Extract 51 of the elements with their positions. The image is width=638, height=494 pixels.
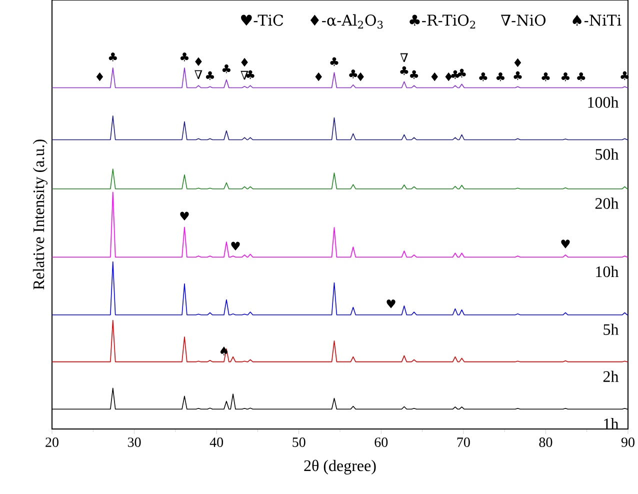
annotation: ♦ <box>241 58 248 67</box>
x-tick-label: 80 <box>539 438 552 447</box>
annotation: ♣ <box>400 66 408 75</box>
text: ∇-NiO <box>500 14 546 26</box>
annotation: ♣ <box>330 57 338 66</box>
text: ♣-R-TiO$_{2}$ <box>410 14 476 28</box>
x-tick-label: 90 <box>621 438 634 447</box>
annotation: ♦ <box>315 72 322 82</box>
x-tick-label: 60 <box>374 438 388 447</box>
annotation: ♦ <box>195 57 202 66</box>
annotation: ♣ <box>180 52 189 62</box>
annotation: ♥ <box>180 212 189 221</box>
annotation: ♣ <box>451 70 460 79</box>
annotation: ♣ <box>222 64 230 74</box>
annotation: ♦ <box>431 72 438 82</box>
annotation: ♣ <box>479 72 488 82</box>
annotation: ♣ <box>108 52 117 62</box>
annotation: ♦ <box>96 72 104 82</box>
annotation: ♣ <box>561 72 570 82</box>
y-axis-title: Relative Intensity (a.u.) <box>32 140 48 290</box>
x-tick-label: 20 <box>46 438 58 447</box>
text: ♠-NiTi <box>572 14 622 26</box>
text: ♥-TiC <box>241 14 284 26</box>
x-tick-label: 70 <box>457 438 470 447</box>
annotation: ♥ <box>561 240 570 248</box>
series-label: 100h <box>588 96 619 108</box>
x-tick-label: 40 <box>210 438 224 447</box>
series-label: 10h <box>596 266 619 278</box>
annotation: ♣ <box>577 72 586 82</box>
x-axis-title: 2θ (degree) <box>304 460 376 474</box>
annotation: ♥ <box>386 300 396 308</box>
annotation: ♣ <box>349 69 358 78</box>
series-label: 5h <box>604 324 619 335</box>
annotation: ∇ <box>400 53 408 62</box>
annotation: ∇ <box>194 70 202 79</box>
series-label: 50h <box>596 148 619 160</box>
annotation: ♦ <box>357 72 364 82</box>
annotation: ♣ <box>514 71 522 80</box>
annotation: ♣ <box>410 70 418 79</box>
series-label: 2h <box>603 370 619 382</box>
annotation: ♣ <box>206 71 214 80</box>
x-tick-label: 50 <box>292 438 306 447</box>
annotation: ♣ <box>458 68 466 78</box>
annotation: ♣ <box>496 72 504 82</box>
series-label: 20h <box>595 198 619 209</box>
annotation: ♦ <box>445 72 452 82</box>
annotation: ♥ <box>231 242 240 250</box>
annotation: ♣ <box>542 72 550 82</box>
text: ♦-α-Al$_{2}$O$_{3}$ <box>310 14 383 29</box>
annotation: ♦ <box>514 58 522 68</box>
x-tick-label: 30 <box>128 438 141 447</box>
